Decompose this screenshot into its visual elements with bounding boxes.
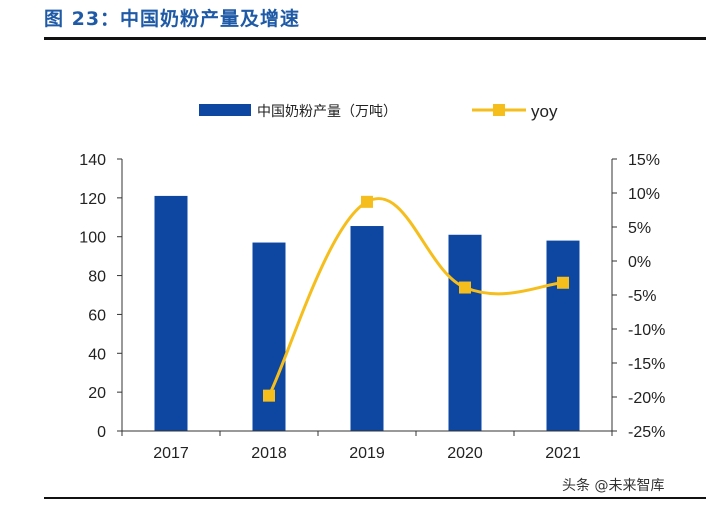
- yoy-point-2019: [361, 195, 373, 208]
- right-tick-label: -5%: [628, 288, 656, 305]
- left-axis: 0 20 40 60 80 100 120 140: [79, 152, 123, 441]
- legend: 中国奶粉产量（万吨） yoy: [199, 102, 558, 121]
- left-tick-label: 80: [88, 269, 106, 286]
- bar-2020: [448, 234, 482, 431]
- bar-2019: [350, 226, 384, 431]
- legend-bar-label: 中国奶粉产量（万吨）: [257, 104, 397, 120]
- right-tick-label: -25%: [628, 424, 665, 441]
- bottom-rule: [44, 497, 706, 499]
- x-tick-label: 2021: [545, 445, 581, 462]
- yoy-series: [263, 195, 569, 402]
- bar-2018: [252, 242, 286, 431]
- legend-line-marker: [493, 104, 505, 116]
- right-tick-label: -15%: [628, 356, 665, 373]
- left-tick-label: 60: [88, 307, 106, 324]
- bar-series: [154, 195, 580, 431]
- left-tick-label: 20: [88, 385, 106, 402]
- left-tick-label: 0: [97, 424, 106, 441]
- right-tick-label: 10%: [628, 186, 660, 203]
- bar-2021: [546, 240, 580, 431]
- x-tick-label: 2017: [153, 445, 189, 462]
- bar-2017: [154, 195, 188, 431]
- left-tick-label: 100: [79, 230, 106, 247]
- left-tick-label: 120: [79, 191, 106, 208]
- left-tick-label: 140: [79, 152, 106, 169]
- yoy-point-2020: [459, 281, 471, 294]
- yoy-line: [267, 197, 564, 397]
- x-tick-label: 2020: [447, 445, 483, 462]
- legend-line-label: yoy: [531, 102, 558, 121]
- right-axis: -25% -20% -15% -10% -5% 0% 5% 10% 15%: [611, 152, 665, 441]
- watermark: 头条 @未来智库: [562, 478, 665, 494]
- left-tick-label: 40: [88, 346, 106, 363]
- yoy-point-2018: [263, 389, 275, 402]
- right-tick-label: 15%: [628, 152, 660, 169]
- right-tick-label: -20%: [628, 390, 665, 407]
- x-tick-label: 2019: [349, 445, 385, 462]
- x-tick-label: 2018: [251, 445, 287, 462]
- legend-bar-swatch: [199, 104, 251, 116]
- x-axis: 2017 2018 2019 2020 2021: [121, 430, 613, 462]
- right-tick-label: 5%: [628, 220, 651, 237]
- right-tick-label: 0%: [628, 254, 651, 271]
- top-rule: [44, 37, 706, 40]
- right-tick-label: -10%: [628, 322, 665, 339]
- yoy-point-2021: [557, 276, 569, 289]
- figure-title: 图 23：中国奶粉产量及增速: [44, 8, 301, 30]
